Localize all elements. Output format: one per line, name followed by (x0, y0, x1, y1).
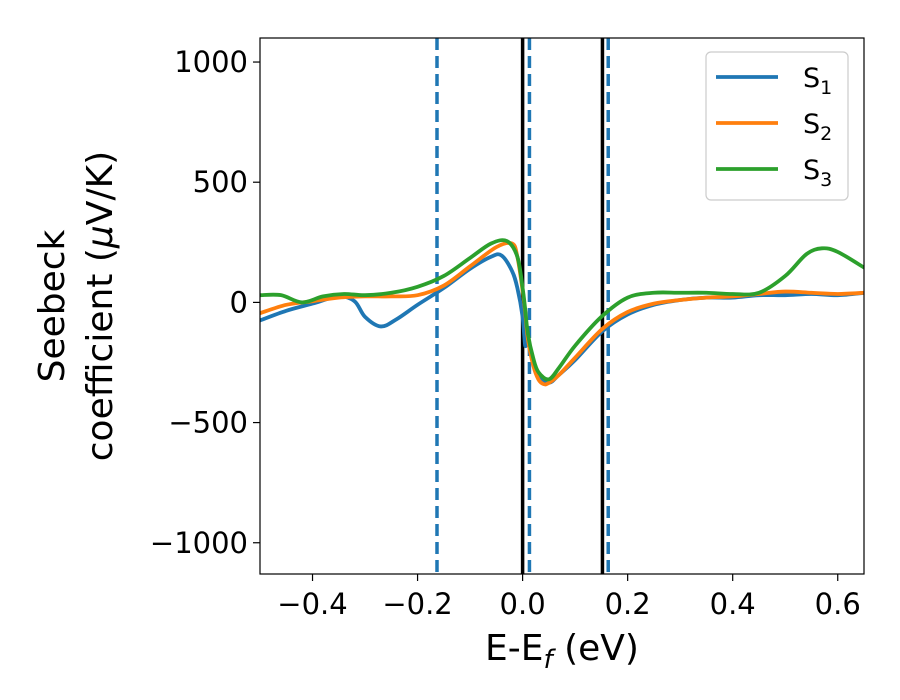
y-axis-label-line2: coefficient (μV/K) (80, 151, 121, 461)
y-tick-label: 1000 (174, 45, 248, 79)
x-tick-label: 0.0 (500, 587, 546, 621)
legend-label-s2: S2 (803, 109, 832, 145)
plot-frame (259, 37, 865, 575)
series-line-s2 (260, 240, 864, 387)
y-tick-label: 0 (230, 285, 248, 319)
legend-label-s3: S3 (803, 155, 832, 191)
x-axis-label: E-Ef (eV) (485, 628, 639, 675)
x-tick-label: −0.4 (277, 587, 347, 621)
legend-frame (705, 51, 849, 201)
series-line-s3 (260, 238, 864, 382)
legend-label-s1: S1 (803, 63, 832, 99)
x-tick-label: 0.4 (710, 587, 756, 621)
y-tick-label: 500 (193, 165, 248, 199)
y-tick-label: −500 (168, 406, 248, 440)
axis-ticks: −0.4 −0.2 0.0 0.2 0.4 0.6 1000 500 0 −500 −1000 (150, 45, 861, 621)
x-tick-label: 0.6 (815, 587, 861, 621)
plot-area (260, 38, 864, 574)
y-axis-label-line1: Seebeck (32, 229, 73, 382)
y-tick-label: −1000 (150, 526, 248, 560)
legend: S1 S2 S3 (705, 51, 849, 201)
x-tick-label: 0.2 (605, 587, 651, 621)
x-tick-label: −0.2 (382, 587, 452, 621)
